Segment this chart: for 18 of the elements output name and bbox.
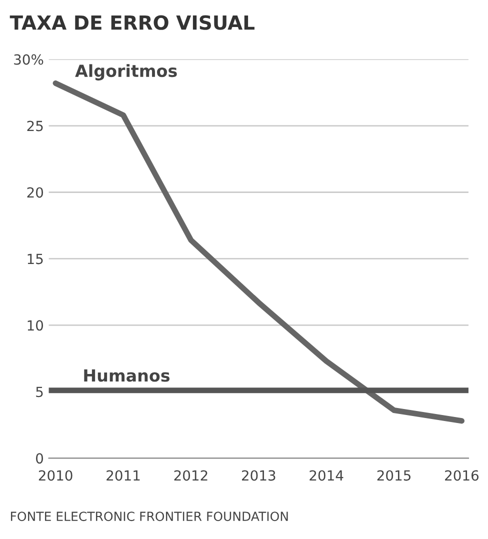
y-tick-label: 30% — [14, 54, 44, 65]
x-tick-label: 2013 — [242, 470, 276, 481]
y-tick-label: 20 — [27, 187, 44, 198]
x-tick-label: 2015 — [377, 470, 410, 481]
x-tick-label: 2016 — [445, 470, 479, 481]
x-tick-label: 2012 — [174, 470, 208, 481]
x-tick-label: 2010 — [38, 470, 72, 481]
y-tick-label: 0 — [36, 453, 44, 464]
y-tick-label: 25 — [27, 120, 43, 132]
y-tick-label: 15 — [28, 254, 43, 264]
series-label: Algoritmos — [75, 64, 177, 80]
ref-line-label: Humanos — [84, 369, 170, 382]
chart-title: TAXA DE ERRO VISUAL — [10, 15, 254, 30]
y-tick-label: 5 — [36, 386, 43, 398]
x-tick-label: 2011 — [106, 470, 140, 481]
source-note: FONTE ELECTRONIC FRONTIER FOUNDATION — [10, 512, 288, 522]
x-tick-label: 2014 — [310, 470, 344, 481]
y-tick-label: 10 — [28, 320, 44, 331]
